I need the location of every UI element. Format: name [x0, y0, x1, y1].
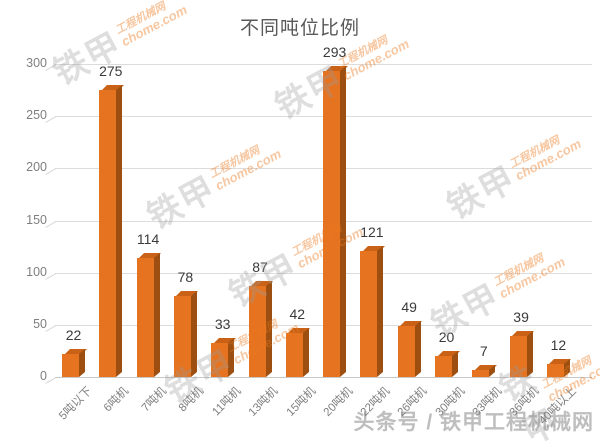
- gridline-0: [45, 377, 592, 384]
- x-axis-tick-label: 15吨机: [284, 385, 318, 419]
- watermark-domain-text: chome.com: [212, 146, 284, 194]
- watermark-domain-text: chome.com: [496, 254, 568, 302]
- bar-22吨机: [360, 250, 378, 377]
- y-axis-tick-label: 0: [40, 369, 47, 383]
- y-axis-tick-label: 250: [26, 108, 47, 123]
- bar-5吨以下: [62, 354, 79, 377]
- bar-6吨机: [99, 90, 117, 377]
- brand-watermark: 铁甲 工程机械网 chome.com: [137, 127, 289, 239]
- y-axis-tick-label: 150: [26, 212, 47, 227]
- bar-value-label: 114: [136, 231, 160, 248]
- x-axis-tick-label: 11吨机: [210, 385, 244, 419]
- bar-40吨以上: [546, 364, 564, 377]
- bar-value-label: 20: [438, 329, 455, 346]
- x-axis-tick-label: 8吨机: [176, 385, 207, 415]
- bar-30吨机: [435, 356, 452, 377]
- bar-value-label: 7: [479, 342, 488, 359]
- bar-26吨机: [397, 325, 415, 377]
- bar-value-label: 12: [550, 337, 567, 354]
- y-axis-tick-label: 50: [33, 316, 47, 331]
- watermark-brand-text: 铁甲: [141, 169, 223, 237]
- y-axis-tick-label: 300: [26, 56, 47, 70]
- bar-value-label: 42: [289, 306, 306, 323]
- bar-value-label: 49: [401, 298, 417, 315]
- bar-value-label: 22: [65, 327, 82, 344]
- bar-value-label: 121: [360, 223, 384, 240]
- bar-value-label: 39: [513, 309, 529, 326]
- bar-8吨机: [173, 295, 191, 377]
- bar-36吨机: [509, 336, 527, 377]
- watermark-site-text: 工程机械网: [491, 252, 546, 289]
- bar-13吨机: [248, 286, 266, 377]
- bar-value-label: 33: [214, 315, 231, 332]
- bar-7吨机: [136, 258, 154, 377]
- brand-watermark: 铁甲 工程机械网 chome.com: [437, 117, 589, 229]
- bar-value-label: 293: [322, 44, 347, 61]
- x-axis-tick-label: 7吨机: [139, 385, 169, 415]
- gridline-300: [45, 64, 592, 71]
- watermark-site-text: 工程机械网: [507, 134, 562, 171]
- attribution-text: 头条号 / 铁甲工程机械网: [353, 411, 594, 434]
- bar-20吨机: [323, 71, 341, 377]
- watermark-domain-text: chome.com: [512, 136, 584, 184]
- bar-33吨机: [472, 369, 490, 377]
- watermark-brand-text: 铁甲: [441, 159, 523, 227]
- chart-title: 不同吨位比例: [239, 18, 360, 39]
- watermark-site-text: 工程机械网: [207, 144, 262, 181]
- bar-value-label: 78: [177, 268, 194, 285]
- bar-15吨机: [285, 333, 303, 377]
- bar-value-label: 275: [99, 63, 123, 80]
- bar-11吨机: [211, 342, 229, 377]
- bar-value-label: 87: [252, 259, 268, 276]
- y-axis-tick-label: 200: [26, 160, 47, 175]
- x-axis-tick-label: 6吨机: [102, 385, 132, 415]
- y-axis-tick-label: 100: [26, 264, 47, 279]
- x-axis-tick-label: 20吨机: [321, 385, 356, 419]
- x-axis-tick-label: 13吨机: [246, 385, 281, 419]
- x-axis-tick-label: 5吨以下: [56, 385, 95, 423]
